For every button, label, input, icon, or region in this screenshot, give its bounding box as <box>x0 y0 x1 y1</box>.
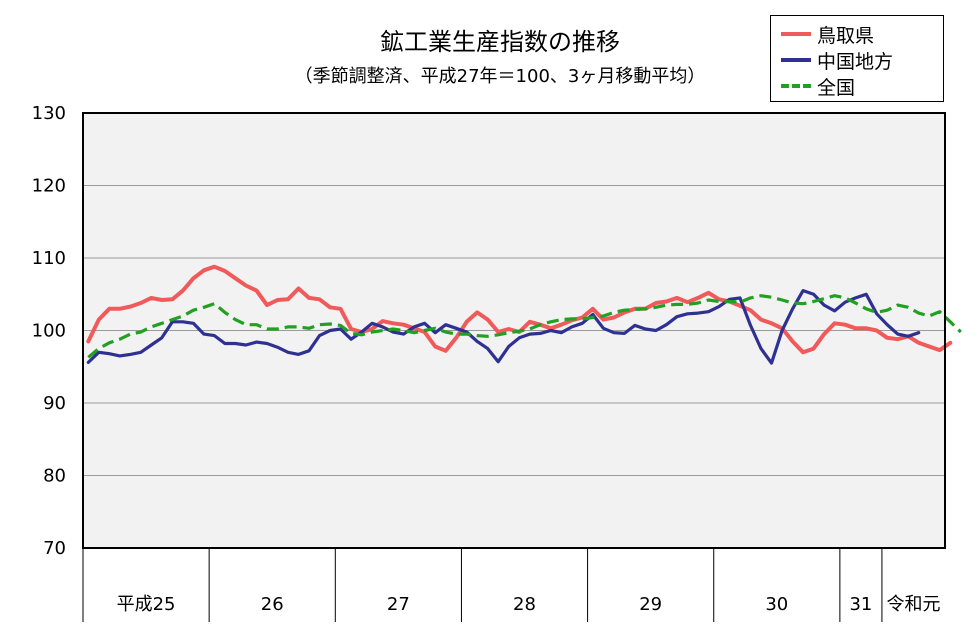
plot-border <box>82 112 946 549</box>
y-tick-label: 120 <box>32 176 66 197</box>
x-tick-label: 26 <box>261 594 284 615</box>
legend: 鳥取県 中国地方 全国 <box>770 15 944 102</box>
series-lines <box>86 264 962 365</box>
y-tick-label: 110 <box>32 248 66 269</box>
y-tick-label: 130 <box>32 103 66 124</box>
legend-label-tottori: 鳥取県 <box>817 24 875 47</box>
y-axis: 70 80 90 100 110 120 130 <box>32 103 66 559</box>
y-tick-label: 80 <box>43 466 66 487</box>
legend-label-chugoku: 中国地方 <box>817 50 894 73</box>
legend-item-national: 全国 <box>781 74 856 99</box>
legend-item-tottori: 鳥取県 <box>781 22 875 47</box>
legend-swatch-chugoku <box>781 58 811 62</box>
legend-swatch-national <box>781 84 811 88</box>
x-tick-label: 30 <box>765 594 788 615</box>
x-tick-label: 平成25 <box>117 594 176 615</box>
chart-title: 鉱工業生産指数の推移 <box>380 28 620 56</box>
x-tick-label: 31 <box>849 594 872 615</box>
legend-swatch-tottori <box>781 32 811 36</box>
chart-subtitle: （季節調整済、平成27年＝100、3ヶ月移動平均） <box>294 66 706 87</box>
legend-label-national: 全国 <box>817 76 856 99</box>
x-tick-label: 令和元 <box>886 594 940 615</box>
series-line-chugoku <box>86 289 921 365</box>
x-tick-label: 29 <box>639 594 662 615</box>
y-tick-label: 90 <box>43 393 66 414</box>
y-tick-label: 100 <box>32 321 66 342</box>
y-tick-label: 70 <box>43 538 66 559</box>
x-axis: 平成25 26 27 28 29 30 31 令和元 <box>82 548 940 622</box>
x-tick-label: 28 <box>513 594 536 615</box>
series-line-national <box>87 294 962 359</box>
x-tick-label: 27 <box>387 594 410 615</box>
legend-item-chugoku: 中国地方 <box>781 48 894 73</box>
